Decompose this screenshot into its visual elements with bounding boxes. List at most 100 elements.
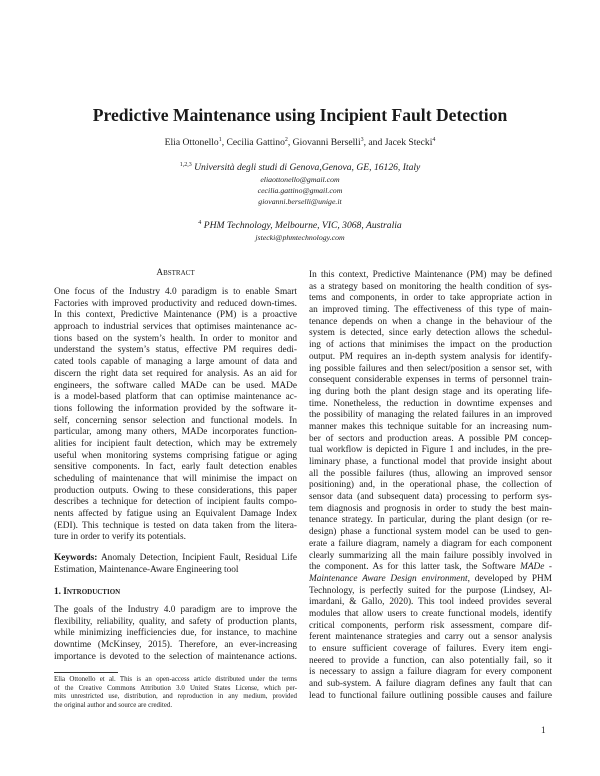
affiliation-mark: 4: [198, 220, 202, 226]
text-segment: output. PM requires an in-depth system a…: [309, 351, 552, 362]
email-address: cecilia.gattino@gmail.com: [257, 186, 343, 195]
author-affiliation-mark: 2: [284, 137, 288, 143]
text-line: and sub-system. A failure diagram define…: [309, 679, 552, 691]
text-line: alities for incipient fault detection, w…: [54, 438, 297, 449]
author-affiliation-mark: 3: [360, 137, 364, 143]
text-line: modules that allow users to create funct…: [309, 609, 552, 621]
italic-text: MADe -: [520, 562, 552, 573]
text-segment: tual workflow is depicted in Figure 1 an…: [309, 445, 552, 456]
text-segment: lead to functional failure outlining pos…: [309, 690, 552, 701]
text-segment: tenance strategy. In particular, during …: [309, 515, 552, 526]
text-line: ture in order to verify its potentials.: [54, 532, 186, 543]
text-line: output. PM requires an in-depth system a…: [309, 352, 552, 364]
text-segment: as a strategy based on monitoring the he…: [309, 281, 552, 292]
text-line: engineers, the software called MADe can …: [54, 380, 297, 391]
affiliation-line: 1,2,3 Università degli studi di Genova,G…: [0, 162, 600, 174]
text-line: lead to functional failure outlining pos…: [309, 691, 552, 703]
text-line: ing during both the plant design stage a…: [309, 387, 552, 399]
text-segment: modules that allow users to create funct…: [309, 608, 552, 619]
text-segment: imardani, & Gallo, 2020). This tool inde…: [309, 597, 552, 608]
text-line: tenance depends on when a change in the …: [309, 317, 552, 329]
text-line: the component. As for this latter task, …: [309, 562, 552, 574]
text-segment: ing of actions that minimises the impact…: [309, 340, 552, 351]
affiliation-text: Università degli studi di Genova,Genova,…: [194, 162, 421, 173]
text-segment: an improved timing. The effectiveness of…: [309, 305, 552, 316]
text-line: tions following the information provided…: [54, 403, 297, 414]
affiliation-text: PHM Technology, Melbourne, VIC, 3068, Au…: [203, 220, 402, 231]
text-segment: erate a failure diagram, namely a diagra…: [309, 538, 552, 549]
right-column-body: In this context, Predictive Maintenance …: [309, 270, 552, 702]
text-line: is a model-based platform that can optim…: [54, 392, 297, 403]
text-line: design) phase a functional system model …: [309, 527, 552, 539]
keywords-text: Anomaly Detection, Incipient Fault, Resi…: [97, 553, 297, 563]
author-name: Giovanni Berselli: [292, 137, 361, 148]
text-segment: liminary phase, a functional model that …: [309, 457, 552, 467]
text-segment: tenance depends on when a change in the …: [309, 316, 552, 327]
text-line: ing of actions that minimises the impact…: [309, 340, 552, 352]
text-line: erate a failure diagram, namely a diagra…: [309, 539, 552, 551]
text-segment: , developed by PHM: [467, 573, 552, 584]
text-line: sensor data (and subsequent data) proces…: [309, 492, 552, 504]
text-line: system is detected, since early detectio…: [309, 328, 552, 340]
text-line: In this context, Predictive Maintenance …: [309, 270, 552, 282]
text-segment: ferent maintenance strategies and carry …: [309, 632, 552, 643]
text-segment: tems and components, in order to take ap…: [309, 293, 552, 304]
text-line: production outputs. Owing to these consi…: [54, 485, 297, 496]
text-line: In this context, Predictive Maintenance …: [54, 310, 297, 321]
text-line: tual workflow is depicted in Figure 1 an…: [309, 445, 552, 457]
text-line: scheduling of maintenance that will mini…: [54, 474, 297, 484]
text-line: neered to provide a function, can also p…: [309, 656, 552, 668]
introduction-heading: 1. Introduction: [54, 587, 121, 597]
text-line: discern the right data set required for …: [54, 368, 297, 379]
text-line: self, concerning sensor selection and fu…: [54, 415, 297, 426]
text-line: ing possible failures and then select/po…: [309, 364, 552, 376]
text-segment: and sub-system. A failure diagram define…: [309, 679, 552, 690]
keywords: Keywords: Anomaly Detection, Incipient F…: [54, 553, 297, 576]
text-line: Maintenance Aware Design environment, de…: [309, 574, 552, 586]
author-affiliation-mark: 4: [432, 137, 436, 143]
text-line: downtime (McKinsey, 2015). Therefore, an…: [54, 640, 297, 651]
text-segment: critical components, perform risk assess…: [309, 620, 552, 631]
affiliation-mark: 1,2,3: [179, 162, 192, 168]
text-segment: Technology, is perfectly suited for the …: [309, 585, 552, 596]
text-segment: positioning) and, in the operational pha…: [309, 480, 552, 491]
text-line: ber of sectors and production areas. A p…: [309, 434, 552, 446]
text-segment: tem diagnosis and prognosis in order to …: [309, 503, 552, 514]
text-line: nents affected by fatigue using an Equiv…: [54, 509, 297, 520]
author-name: Cecilia Gattino: [226, 137, 285, 148]
text-segment: to ensure sufficient coverage of failure…: [309, 644, 552, 654]
text-line: ferent maintenance strategies and carry …: [309, 632, 552, 644]
text-line: The goals of the Industry 4.0 paradigm a…: [54, 605, 297, 615]
introduction-body: The goals of the Industry 4.0 paradigm a…: [54, 605, 297, 663]
text-line: is necessary to assign a failure diagram…: [309, 667, 552, 679]
text-line: understand the system’s status, effectiv…: [54, 345, 297, 356]
email-address: jstecki@phmtechnology.com: [255, 233, 345, 242]
text-line: useful when monitoring systems comprisin…: [54, 450, 297, 461]
text-line: an improved timing. The effectiveness of…: [309, 305, 552, 317]
text-line: describes a technique for detection of i…: [54, 497, 297, 508]
keywords-label: Keywords:: [54, 553, 98, 563]
author-separator: ,: [287, 137, 293, 148]
text-line: sensitive components. In fact, early fau…: [54, 462, 297, 473]
text-line: positioning) and, in the operational pha…: [309, 480, 552, 492]
author-affiliation-mark: 1: [218, 137, 222, 143]
text-line: tenance strategy. In particular, during …: [309, 515, 552, 527]
text-line: critical components, perform risk assess…: [309, 621, 552, 633]
text-segment: manner makes this technique suitable for…: [309, 421, 552, 432]
license-footnote: Elia Ottonello et al. This is an open-ac…: [54, 676, 297, 711]
author-name: Elia Ottonello: [164, 137, 219, 148]
text-line: manner makes this technique suitable for…: [309, 422, 552, 434]
affiliation-phm: 4 PHM Technology, Melbourne, VIC, 3068, …: [0, 220, 600, 243]
text-segment: In this context, Predictive Maintenance …: [309, 270, 552, 280]
text-line: tems and components, in order to take ap…: [309, 293, 552, 305]
text-line: mits unrestricted use, distribution, and…: [54, 693, 297, 701]
abstract-body: One focus of the Industry 4.0 paradigm i…: [54, 287, 297, 544]
text-line: time. Nonetheless, the reduction in down…: [309, 399, 552, 411]
affiliation-genova: 1,2,3 Università degli studi di Genova,G…: [0, 162, 600, 207]
text-segment: the component. As for this latter task, …: [309, 562, 521, 573]
text-line: tions based on the system’s health. In o…: [54, 333, 297, 344]
text-segment: consequent considerable expenses in term…: [309, 375, 552, 386]
text-line: tem diagnosis and prognosis in order to …: [309, 504, 552, 516]
text-line: to ensure sufficient coverage of failure…: [309, 644, 552, 656]
abstract-heading: Abstract: [156, 268, 195, 278]
